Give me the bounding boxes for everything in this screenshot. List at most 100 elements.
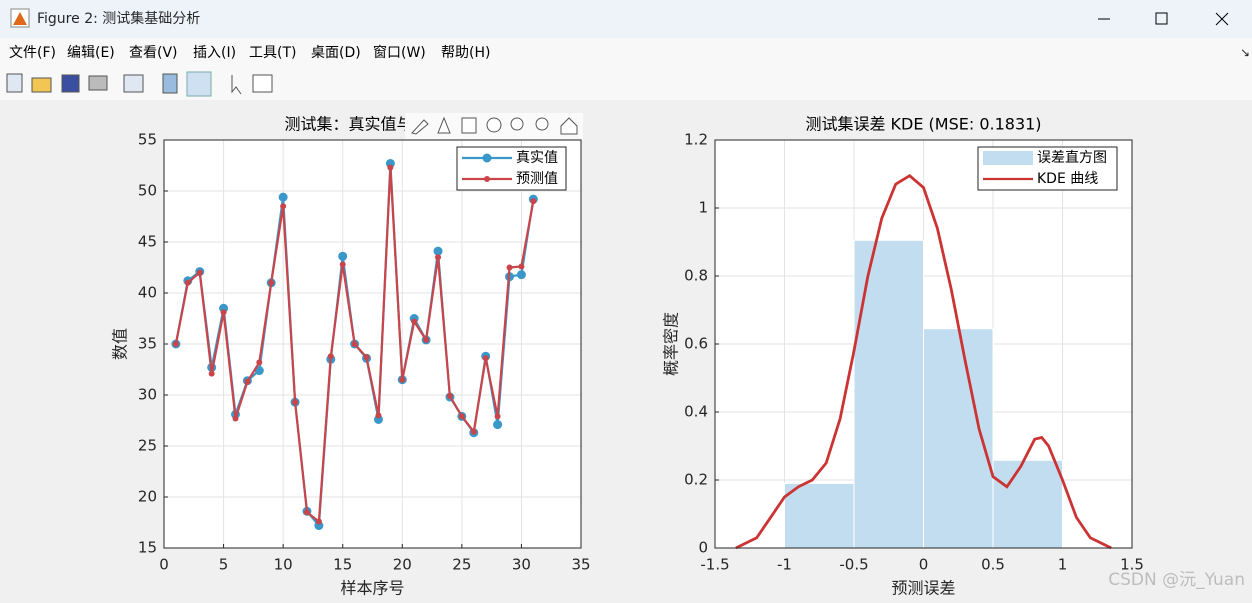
- point: [338, 251, 348, 261]
- home-icon[interactable]: [560, 117, 578, 135]
- point: [458, 413, 465, 420]
- legend-label: 误差直方图: [1037, 149, 1107, 166]
- point: [494, 413, 501, 420]
- y-tick-label: 0.2: [684, 471, 708, 489]
- point: [303, 509, 310, 516]
- point: [278, 192, 288, 202]
- point: [268, 279, 275, 286]
- menu-bar: [0, 38, 1252, 67]
- y-tick-label: 55: [138, 131, 157, 149]
- y-axis-label: 数值: [111, 328, 130, 360]
- point: [254, 366, 264, 376]
- title-bar: [0, 0, 1252, 38]
- charts: 0 5 10 15 20 25 30 35152025303540455055测试集：真实值与…: [111, 115, 1144, 598]
- point: [256, 359, 263, 366]
- x-tick-label: 30: [512, 556, 531, 574]
- legend-box: [456, 146, 567, 191]
- bar: [992, 459, 1063, 549]
- x-tick-label: -1: [777, 556, 792, 574]
- y-tick-label: 40: [138, 284, 157, 302]
- close[interactable]: [1215, 12, 1229, 26]
- y-tick-label: 0.4: [684, 403, 708, 421]
- save-icon[interactable]: [61, 74, 80, 93]
- y-tick-label: 30: [138, 386, 157, 404]
- property-icon[interactable]: [252, 74, 273, 93]
- y-tick-label: 0.8: [684, 267, 708, 285]
- y-tick-label: 25: [138, 437, 157, 455]
- legend-marker: [482, 153, 492, 163]
- point: [506, 264, 513, 271]
- x-tick-label: -0.5: [839, 556, 868, 574]
- point: [435, 254, 442, 261]
- y-tick-label: 45: [138, 233, 157, 251]
- menu-item[interactable]: 桌面(D): [311, 45, 361, 61]
- x-axis-label: 样本序号: [340, 579, 404, 598]
- point: [172, 341, 179, 347]
- zoom-out-icon[interactable]: [535, 117, 549, 131]
- menu-item[interactable]: 窗口(W): [373, 44, 426, 61]
- point: [327, 353, 334, 360]
- point: [375, 412, 382, 419]
- legend: 误差直方图 KDE 曲线: [977, 146, 1118, 191]
- legend-label: KDE 曲线: [1037, 171, 1098, 187]
- maximize[interactable]: [1155, 12, 1168, 25]
- point: [184, 279, 191, 286]
- axes-box: [714, 139, 1133, 549]
- point: [339, 261, 346, 268]
- axes-toolbar: [405, 113, 583, 139]
- brush-icon[interactable]: [411, 119, 429, 135]
- menu-item[interactable]: 文件(F): [9, 45, 56, 61]
- y-tick-label: 20: [138, 488, 157, 506]
- x-tick-label: 10: [274, 556, 293, 574]
- x-tick-label: 0.5: [981, 556, 1005, 574]
- point: [351, 341, 358, 347]
- x-tick-label: 0: [919, 556, 929, 574]
- point: [433, 246, 443, 256]
- point: [530, 198, 537, 205]
- point: [493, 420, 503, 430]
- menu-item[interactable]: 插入(I): [193, 45, 236, 61]
- legend-icon[interactable]: [186, 71, 212, 97]
- pointer-icon[interactable]: [231, 75, 242, 95]
- y-tick-label: 35: [138, 335, 157, 353]
- menu-item[interactable]: 查看(V): [129, 45, 178, 61]
- menu-item[interactable]: 帮助(H): [441, 45, 490, 61]
- x-tick-label: 25: [452, 556, 471, 574]
- point: [196, 269, 203, 276]
- bar: [784, 482, 855, 549]
- x-tick-label: 35: [571, 556, 590, 574]
- colorbar-icon[interactable]: [162, 73, 178, 94]
- x-tick-label: 1.5: [1120, 556, 1144, 574]
- y-tick-label: 0: [698, 539, 708, 557]
- point: [516, 270, 526, 280]
- pan-icon[interactable]: [486, 117, 502, 133]
- legend-label: 真实值: [516, 150, 558, 166]
- x-axis-label: 预测误差: [891, 579, 955, 598]
- x-tick-label: 15: [333, 556, 352, 574]
- point: [470, 428, 477, 435]
- point: [518, 263, 525, 270]
- menu-item[interactable]: 编辑(E): [67, 45, 115, 61]
- point: [232, 415, 239, 422]
- open-icon[interactable]: [31, 77, 52, 93]
- chart-title: 测试集误差 KDE (MSE: 0.1831): [805, 115, 1041, 134]
- point: [423, 336, 430, 343]
- dock-arrow[interactable]: ↘: [1240, 46, 1250, 60]
- datatip-icon[interactable]: [437, 116, 451, 134]
- window-title: Figure 2: 测试集基础分析: [37, 10, 200, 27]
- y-tick-label: 1: [698, 199, 708, 217]
- legend-marker: [484, 176, 490, 182]
- point: [208, 370, 215, 377]
- new-icon[interactable]: [6, 73, 23, 93]
- menu-item[interactable]: 工具(T): [249, 45, 296, 61]
- x-tick-label: 0: [159, 556, 169, 574]
- link-icon[interactable]: [123, 74, 144, 93]
- print-icon[interactable]: [88, 75, 108, 91]
- zoom-in-icon[interactable]: [510, 117, 524, 131]
- kde-line: [735, 173, 1112, 550]
- y-tick-label: 50: [138, 182, 157, 200]
- export-icon[interactable]: [461, 117, 477, 134]
- x-tick-label: 1: [1058, 556, 1068, 574]
